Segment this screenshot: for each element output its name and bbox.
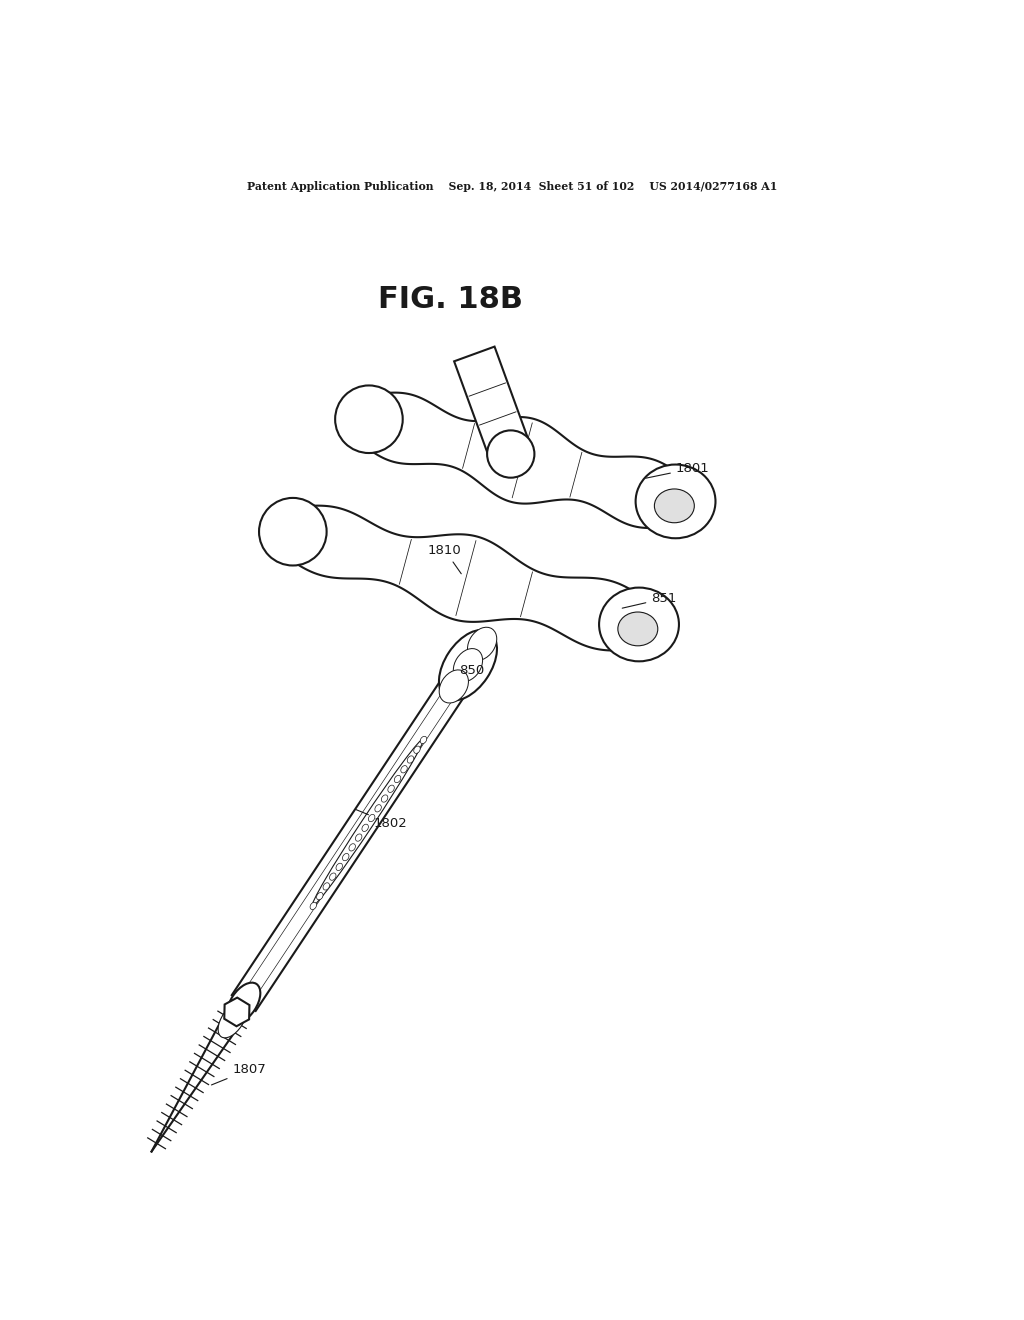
Ellipse shape [218, 1002, 247, 1038]
Text: FIG. 18B: FIG. 18B [378, 285, 523, 314]
Ellipse shape [414, 746, 420, 754]
Text: Patent Application Publication    Sep. 18, 2014  Sheet 51 of 102    US 2014/0277: Patent Application Publication Sep. 18, … [247, 181, 777, 193]
Ellipse shape [439, 630, 497, 701]
Text: 1802: 1802 [356, 809, 408, 830]
Ellipse shape [310, 903, 316, 909]
Ellipse shape [654, 488, 694, 523]
Polygon shape [286, 506, 646, 651]
Ellipse shape [408, 756, 414, 763]
Ellipse shape [349, 843, 355, 851]
Ellipse shape [381, 795, 388, 803]
Text: 1810: 1810 [428, 544, 462, 574]
Ellipse shape [361, 824, 369, 832]
Ellipse shape [312, 739, 423, 906]
Polygon shape [224, 998, 250, 1026]
Ellipse shape [394, 775, 400, 783]
Ellipse shape [335, 385, 402, 453]
Ellipse shape [330, 873, 336, 880]
Text: 1801: 1801 [646, 462, 710, 478]
Polygon shape [454, 347, 531, 462]
Ellipse shape [454, 648, 482, 681]
Ellipse shape [599, 587, 679, 661]
Ellipse shape [487, 430, 535, 478]
Ellipse shape [617, 612, 657, 645]
Ellipse shape [400, 766, 408, 774]
Ellipse shape [636, 465, 716, 539]
Polygon shape [362, 392, 682, 528]
Ellipse shape [355, 834, 361, 841]
Ellipse shape [323, 883, 330, 890]
Text: 1807: 1807 [212, 1063, 266, 1085]
Ellipse shape [468, 627, 497, 660]
Ellipse shape [259, 498, 327, 565]
Text: 851: 851 [623, 593, 677, 609]
Ellipse shape [336, 863, 342, 870]
Ellipse shape [227, 982, 260, 1023]
Ellipse shape [388, 785, 394, 792]
Text: 850: 850 [459, 664, 484, 677]
Ellipse shape [439, 671, 468, 704]
Ellipse shape [420, 737, 427, 743]
Ellipse shape [342, 854, 349, 861]
Ellipse shape [316, 892, 323, 900]
Ellipse shape [369, 814, 375, 822]
Ellipse shape [375, 805, 381, 812]
Polygon shape [231, 657, 480, 1011]
